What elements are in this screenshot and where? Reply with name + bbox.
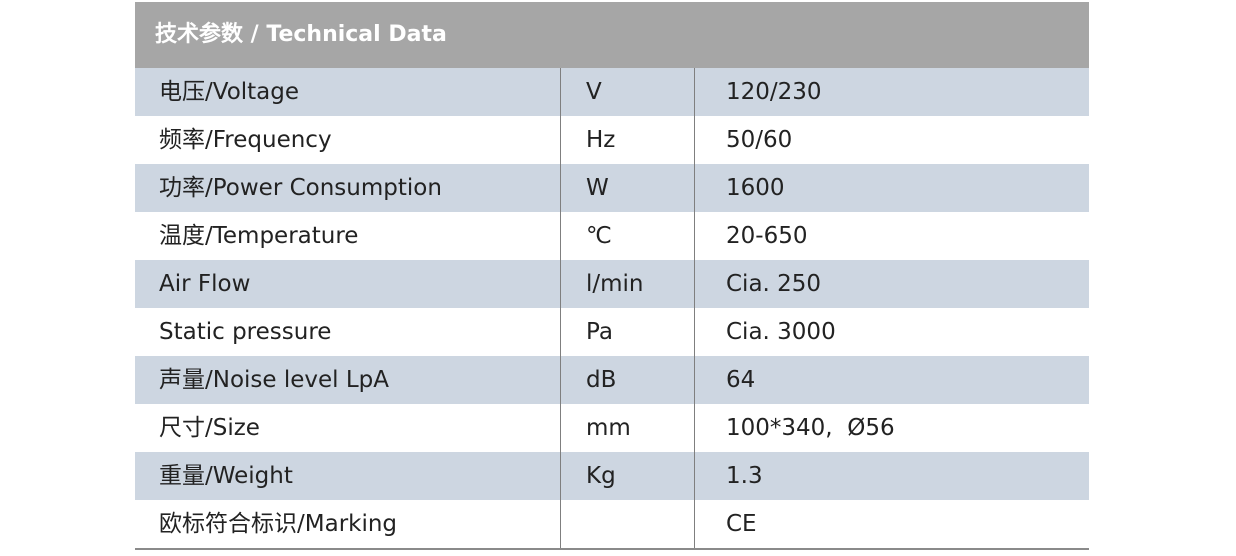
value-cell: 1.3 xyxy=(726,463,763,489)
parameter-cell: 温度/Temperature xyxy=(135,212,561,260)
table-row: 声量/Noise level LpA dB 64 xyxy=(135,356,1089,404)
unit-cell: W xyxy=(561,164,695,212)
table-header: 技术参数 / Technical Data xyxy=(135,2,1089,68)
value-cell: 100*340, Ø56 xyxy=(726,415,895,441)
value-cell: Cia. 250 xyxy=(726,271,822,297)
table-row: 功率/Power Consumption W 1600 xyxy=(135,164,1089,212)
value-cell: 64 xyxy=(726,367,756,393)
parameter-cell: 频率/Frequency xyxy=(135,116,561,164)
unit-cell: mm xyxy=(561,404,695,452)
parameter-cell: 功率/Power Consumption xyxy=(135,164,561,212)
table-row: 欧标符合标识/Marking CE xyxy=(135,500,1089,550)
table-body: 电压/Voltage V 120/230 频率/Frequency Hz 50/60 功率/… xyxy=(135,68,1089,550)
unit-cell: V xyxy=(561,68,695,116)
parameter-cell: 欧标符合标识/Marking xyxy=(135,500,561,548)
parameter-cell: Static pressure xyxy=(135,308,561,356)
table-row: 温度/Temperature ℃ 20-650 xyxy=(135,212,1089,260)
value-cell: 50/60 xyxy=(726,127,793,153)
unit-cell: Hz xyxy=(561,116,695,164)
spec-table: 技术参数 / Technical Data 电压/Voltage V 120/230… xyxy=(135,2,1089,550)
table-row: Static pressure Pa Cia. 3000 xyxy=(135,308,1089,356)
value-cell: Cia. 3000 xyxy=(726,319,836,345)
table-row: 电压/Voltage V 120/230 xyxy=(135,68,1089,116)
value-cell: CE xyxy=(726,511,757,537)
unit-cell: Kg xyxy=(561,452,695,500)
value-cell: 1600 xyxy=(726,175,785,201)
value-cell: 120/230 xyxy=(726,79,822,105)
unit-cell: l/min xyxy=(561,260,695,308)
table-row: 尺寸/Size mm 100*340, Ø56 xyxy=(135,404,1089,452)
table-row: Air Flow l/min Cia. 250 xyxy=(135,260,1089,308)
unit-cell xyxy=(561,500,695,548)
parameter-cell: 尺寸/Size xyxy=(135,404,561,452)
parameter-cell: 重量/Weight xyxy=(135,452,561,500)
value-cell: 20-650 xyxy=(726,223,808,249)
unit-cell: Pa xyxy=(561,308,695,356)
table-row: 频率/Frequency Hz 50/60 xyxy=(135,116,1089,164)
table-row: 重量/Weight Kg 1.3 xyxy=(135,452,1089,500)
parameter-cell: Air Flow xyxy=(135,260,561,308)
unit-cell: dB xyxy=(561,356,695,404)
unit-cell: ℃ xyxy=(561,212,695,260)
parameter-cell: 电压/Voltage xyxy=(135,68,561,116)
parameter-cell: 声量/Noise level LpA xyxy=(135,356,561,404)
